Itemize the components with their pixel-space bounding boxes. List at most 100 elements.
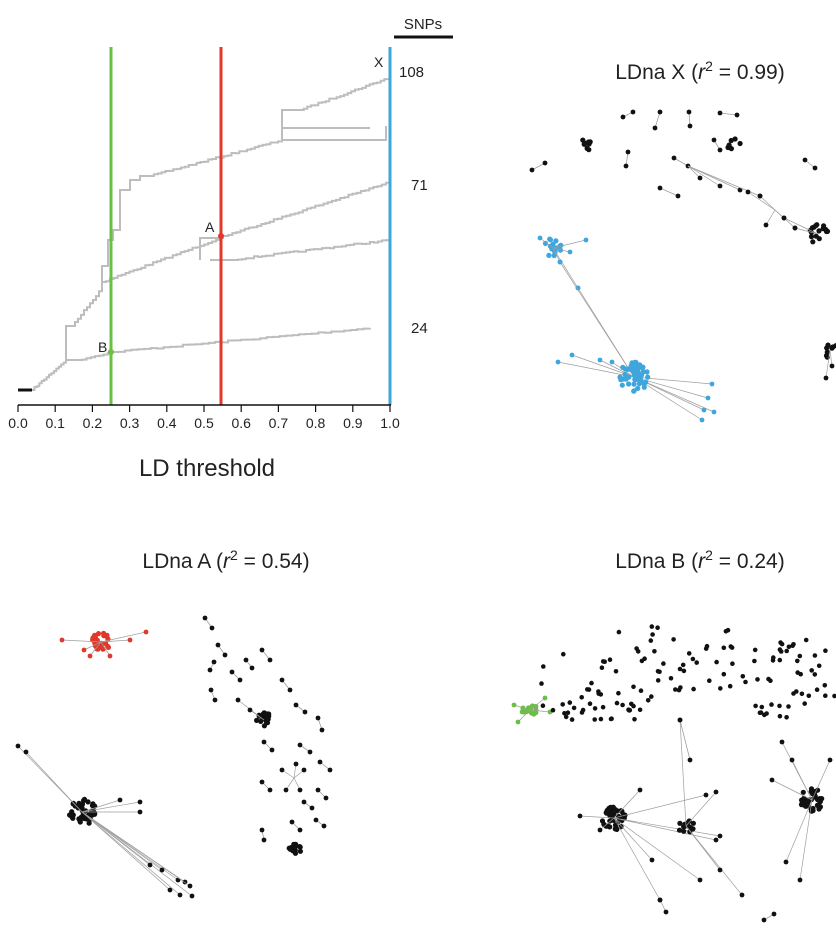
network-node bbox=[579, 695, 584, 700]
network-node bbox=[690, 656, 696, 662]
network-node bbox=[592, 706, 598, 711]
network-title-b: LDna B (r2 = 0.24) bbox=[615, 547, 784, 573]
network-node-highlight bbox=[631, 372, 638, 379]
network-node bbox=[293, 841, 299, 847]
network-edge bbox=[679, 719, 687, 827]
x-axis-title: LD threshold bbox=[139, 455, 275, 482]
network-node-highlight bbox=[533, 710, 539, 716]
network-node-highlight bbox=[638, 364, 644, 370]
network-node-highlight bbox=[547, 237, 554, 243]
network-node bbox=[649, 857, 655, 863]
x-tick-label: 0.7 bbox=[269, 415, 289, 431]
network-node-highlight bbox=[629, 366, 635, 372]
network-node bbox=[560, 702, 565, 707]
tree-branch bbox=[78, 351, 113, 361]
network-edge bbox=[249, 709, 265, 721]
network-node bbox=[208, 687, 214, 693]
network-edge bbox=[100, 639, 131, 643]
network-node bbox=[550, 707, 556, 713]
network-node bbox=[254, 717, 260, 724]
network-node bbox=[596, 691, 601, 696]
network-node bbox=[80, 798, 87, 804]
network-node bbox=[649, 694, 654, 699]
tree-branch bbox=[112, 327, 371, 353]
network-node bbox=[602, 659, 607, 664]
tree-branch bbox=[124, 175, 150, 191]
network-node bbox=[737, 140, 743, 147]
network-node bbox=[598, 716, 604, 722]
network-node bbox=[613, 669, 619, 674]
network-node bbox=[657, 109, 663, 115]
tree-branch bbox=[230, 239, 391, 261]
network-node bbox=[781, 215, 787, 221]
network-node-highlight bbox=[107, 653, 113, 659]
network-node bbox=[292, 849, 298, 856]
tree-branch bbox=[282, 126, 387, 141]
network-node bbox=[258, 718, 264, 725]
network-node-highlight bbox=[551, 252, 557, 259]
network-node bbox=[600, 704, 606, 710]
network-node bbox=[207, 667, 213, 673]
network-node-highlight bbox=[546, 252, 552, 258]
network-edge bbox=[89, 641, 102, 657]
network-node bbox=[816, 806, 822, 812]
network-node bbox=[637, 787, 643, 793]
network-node bbox=[589, 680, 594, 686]
network-edge bbox=[559, 261, 635, 378]
network-node bbox=[816, 228, 822, 234]
network-node bbox=[823, 693, 828, 698]
network-node-highlight bbox=[645, 374, 651, 380]
network-node bbox=[678, 685, 683, 690]
network-node bbox=[803, 637, 809, 643]
network-node bbox=[806, 693, 812, 699]
network-node bbox=[137, 799, 143, 805]
network-node bbox=[571, 705, 577, 711]
tree-branch bbox=[281, 109, 300, 140]
network-node bbox=[792, 225, 798, 231]
network-node bbox=[822, 683, 828, 688]
network-edge bbox=[579, 815, 615, 819]
network-node bbox=[327, 767, 333, 773]
tree-branch bbox=[65, 325, 72, 360]
network-node bbox=[777, 657, 783, 663]
network-node bbox=[261, 837, 267, 843]
network-node bbox=[769, 777, 775, 783]
network-node bbox=[827, 757, 833, 763]
network-edge bbox=[81, 811, 191, 887]
network-node bbox=[771, 911, 777, 917]
network-node bbox=[707, 678, 712, 683]
network-node-highlight bbox=[643, 379, 649, 385]
network-node bbox=[791, 642, 796, 647]
network-node bbox=[820, 226, 826, 232]
network-node bbox=[279, 767, 285, 773]
network-node bbox=[614, 700, 620, 706]
network-edge bbox=[552, 247, 571, 253]
network-node bbox=[680, 662, 686, 668]
network-edge bbox=[825, 349, 831, 379]
network-node-highlight bbox=[575, 285, 581, 291]
network-edge bbox=[285, 777, 295, 791]
network-node bbox=[713, 789, 719, 795]
network-node bbox=[721, 671, 727, 677]
network-x bbox=[529, 109, 836, 423]
network-node bbox=[655, 678, 661, 683]
network-edge bbox=[613, 817, 717, 841]
network-node bbox=[650, 632, 655, 637]
network-node-highlight bbox=[105, 644, 111, 651]
x-tick-label: 0.9 bbox=[343, 415, 363, 431]
network-node bbox=[620, 114, 626, 120]
x-tick-label: 0.0 bbox=[8, 415, 28, 431]
network-node bbox=[637, 707, 643, 713]
network-node-highlight bbox=[104, 633, 110, 639]
network-node bbox=[23, 749, 29, 755]
network-node bbox=[293, 761, 299, 767]
network-node bbox=[789, 757, 795, 763]
network-node bbox=[703, 792, 709, 798]
network-node bbox=[315, 787, 321, 793]
network-edge bbox=[613, 817, 721, 837]
network-edge bbox=[785, 799, 813, 863]
network-node bbox=[211, 659, 217, 665]
network-node bbox=[623, 163, 629, 169]
network-node-highlight bbox=[511, 702, 517, 708]
point-label-x: X bbox=[374, 54, 384, 70]
